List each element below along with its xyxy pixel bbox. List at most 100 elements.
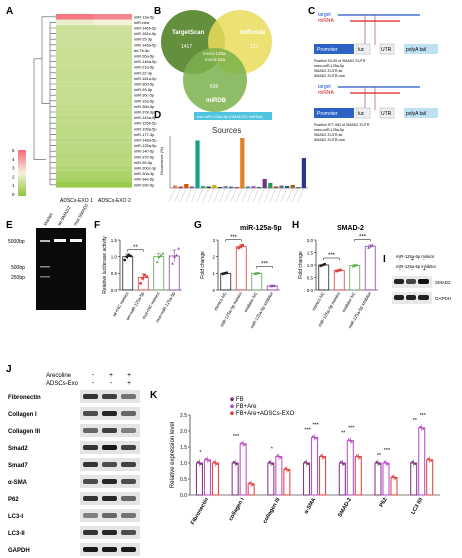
heatmap-row-label: miR-93-5p bbox=[134, 87, 152, 92]
k-data-point bbox=[198, 462, 201, 464]
venn-label-mircode: miRcode bbox=[240, 30, 266, 36]
c-bot-utr bbox=[379, 107, 395, 119]
c-seq-line: Position 977-983 of SMAD2 3'UTR bbox=[314, 123, 370, 127]
k-legend-marker bbox=[230, 411, 234, 416]
heatmap-cell bbox=[56, 170, 94, 177]
c-bot-promoter-label: Promoter bbox=[317, 111, 338, 117]
k-sig-label: *** bbox=[348, 426, 355, 432]
heatmap-cell bbox=[94, 120, 132, 126]
k-data-point bbox=[347, 438, 350, 441]
heatmap-cell bbox=[94, 131, 132, 138]
j-band bbox=[102, 496, 117, 501]
heatmap-row-label: let-7b-5p bbox=[134, 48, 149, 53]
d-bar bbox=[217, 187, 222, 188]
heatmap-cell bbox=[94, 75, 132, 82]
heatmap-row-label: miR-125a-5p bbox=[134, 143, 157, 148]
panel-i: I miR-125a-5p mimics miR-125a-5p inhibit… bbox=[383, 254, 451, 304]
k-data-point bbox=[357, 455, 360, 458]
x-tick-label: inhibitor NC bbox=[341, 291, 357, 313]
data-point bbox=[323, 262, 327, 266]
x-tick-label: mimics NC bbox=[213, 291, 228, 311]
panel-letter-j: J bbox=[6, 364, 12, 375]
heatmap-row-label: miR-30d-5p bbox=[134, 82, 154, 87]
d-title: Sources bbox=[212, 126, 241, 135]
bar bbox=[220, 272, 232, 291]
k-data-point bbox=[304, 460, 306, 463]
k-legend-marker bbox=[230, 404, 234, 409]
venn-center-label-2: micro-34a bbox=[205, 57, 226, 62]
k-data-point bbox=[358, 456, 361, 459]
k-bar bbox=[426, 459, 434, 496]
k-y-tick-label: 1.5 bbox=[180, 445, 187, 451]
heatmap-cell bbox=[56, 182, 94, 188]
y-tick-label: 0 bbox=[212, 288, 215, 293]
d-legend-text: hsa-miR-125a-5p (SMAD2/3 miRNA) bbox=[197, 114, 263, 119]
sig-bracket bbox=[323, 257, 340, 260]
k-data-point bbox=[277, 455, 280, 458]
d-tick bbox=[275, 187, 282, 203]
d-tick bbox=[230, 187, 237, 203]
data-point bbox=[369, 244, 372, 248]
heatmap-cell bbox=[94, 176, 132, 182]
heatmap-cell bbox=[94, 86, 132, 93]
y-tick-label: 1.0 bbox=[111, 254, 118, 259]
panel-letter-i: I bbox=[383, 254, 386, 265]
heatmap-row-label: miR-29b-5p bbox=[134, 182, 154, 187]
sig-label: *** bbox=[230, 235, 238, 241]
venn-count-targetscan: 1417 bbox=[181, 44, 192, 50]
k-sig-label: * bbox=[199, 450, 202, 456]
j-band bbox=[121, 496, 136, 501]
k-data-point bbox=[393, 476, 395, 479]
d-bar bbox=[285, 186, 290, 188]
k-y-tick-label: 1.0 bbox=[180, 461, 187, 467]
gel-lane-wt: wt-SMAD2 bbox=[57, 205, 72, 227]
data-point bbox=[253, 272, 257, 276]
d-legend-box bbox=[194, 112, 272, 120]
bar bbox=[235, 246, 247, 291]
heatmap-cell bbox=[94, 142, 132, 149]
d-bar bbox=[245, 186, 250, 188]
i-row-inhibitor: miR-125a-5p inhibitor bbox=[396, 264, 437, 269]
heatmap-row-label: miR-378-3p bbox=[134, 110, 154, 115]
y-axis-label: Fold change bbox=[298, 251, 304, 279]
j-band bbox=[121, 445, 136, 450]
sig-label: *** bbox=[328, 253, 336, 259]
heatmap-row-label: miR-30b-5p bbox=[134, 104, 154, 109]
heatmap-cell bbox=[94, 64, 132, 70]
heatmap-cell bbox=[56, 42, 94, 48]
y-tick-label: 0.0 bbox=[111, 288, 118, 293]
k-bar bbox=[311, 436, 319, 496]
data-point bbox=[367, 246, 370, 249]
data-point bbox=[269, 284, 272, 288]
j-band bbox=[121, 462, 136, 467]
heatmap-row-label: miR-34a-5p bbox=[134, 177, 154, 182]
i-sign: - bbox=[423, 257, 425, 263]
d-bar bbox=[201, 186, 206, 188]
sig-bracket bbox=[225, 239, 242, 242]
k-data-point bbox=[248, 481, 251, 484]
k-x-tick-label: α-SMA bbox=[303, 497, 317, 515]
heatmap-cell bbox=[94, 148, 132, 154]
j-band bbox=[102, 530, 117, 535]
heatmap-cell bbox=[56, 14, 94, 20]
c-top-utr bbox=[379, 43, 395, 55]
heatmap-scale-tick: 4 bbox=[12, 157, 15, 162]
c-bot-polya-label: polyA tail bbox=[406, 111, 426, 117]
sig-bracket bbox=[354, 239, 371, 242]
j-band-label: Fibronectin bbox=[8, 395, 41, 401]
k-bar bbox=[374, 462, 382, 496]
panel-b: B TargetScan miRcode miRDB 1417 127 636 … bbox=[154, 6, 272, 112]
c-bot-promoter bbox=[314, 108, 354, 118]
j-sign: + bbox=[127, 380, 131, 387]
k-data-point bbox=[200, 463, 202, 466]
d-tick bbox=[219, 187, 226, 203]
k-legend-label: FB bbox=[236, 397, 244, 403]
heatmap-color-scale: 5 4 3 2 1 0 bbox=[12, 148, 26, 197]
k-data-point bbox=[411, 460, 414, 463]
k-sig-label: *** bbox=[384, 448, 391, 454]
heatmap-cell bbox=[56, 75, 94, 82]
heatmap-cell bbox=[94, 70, 132, 76]
c-bot-luc-label: luc bbox=[358, 111, 365, 117]
k-bar bbox=[231, 462, 239, 496]
d-tick bbox=[247, 187, 254, 203]
